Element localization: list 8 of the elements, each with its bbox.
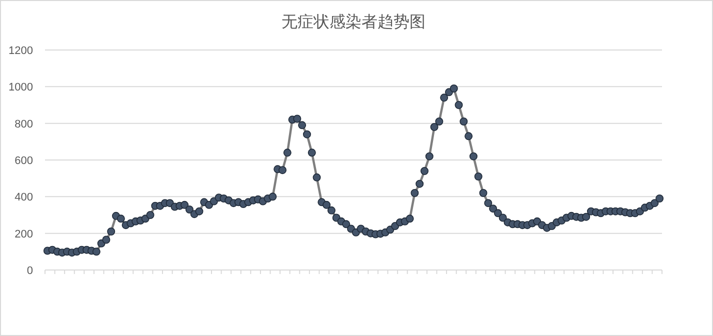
- y-tick-label: 200: [14, 228, 33, 240]
- chart-title: 无症状感染者趋势图: [282, 13, 426, 31]
- y-tick-label: 0: [26, 265, 33, 277]
- y-tick-label: 1200: [8, 45, 33, 57]
- y-tick-label: 600: [14, 155, 33, 167]
- y-tick-label: 800: [14, 118, 33, 130]
- y-tick-label: 400: [14, 192, 33, 204]
- y-tick-label: 1000: [8, 82, 33, 94]
